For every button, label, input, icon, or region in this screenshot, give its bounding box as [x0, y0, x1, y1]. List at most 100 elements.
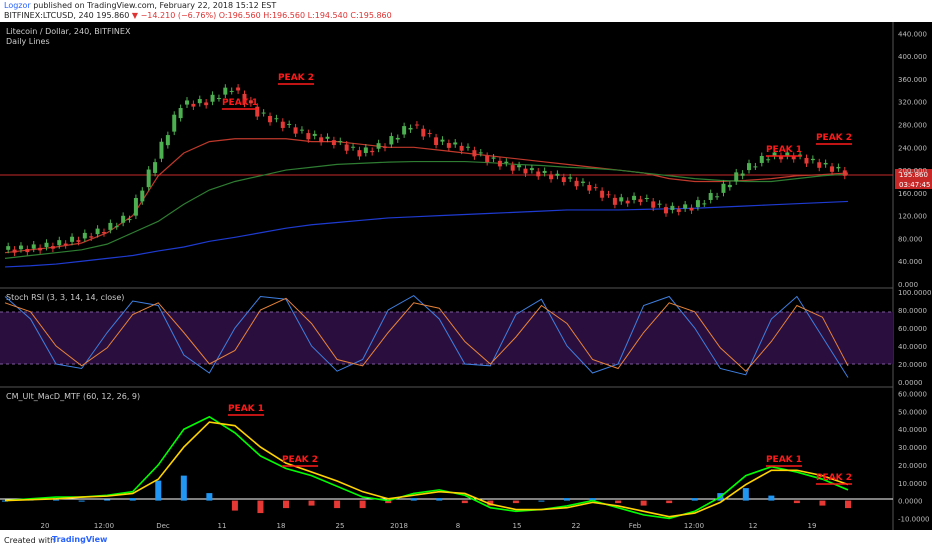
candle-body — [370, 150, 375, 153]
candle-body — [76, 240, 81, 242]
macd-bar — [359, 500, 366, 509]
x-tick-label: 15 — [513, 522, 522, 530]
candle-body — [612, 197, 617, 205]
candle-body — [255, 106, 260, 117]
candle-body — [766, 159, 771, 161]
candle-body — [702, 203, 707, 205]
candle-body — [478, 152, 483, 154]
macd-bar — [436, 498, 443, 501]
x-tick-label: Feb — [629, 522, 642, 530]
candle-body — [414, 124, 419, 126]
price-change: ▼ −14.210 (−6.76%) — [131, 11, 217, 20]
x-tick-label: 8 — [456, 522, 460, 530]
candle-body — [70, 236, 75, 242]
macd-line-1 — [4, 421, 849, 518]
rsi-band — [0, 312, 893, 364]
macd-lines — [4, 415, 849, 520]
macd-line-0 — [4, 415, 849, 520]
candle-body — [638, 199, 643, 202]
candle-body — [440, 139, 445, 142]
candle-body — [6, 246, 11, 250]
candle-body — [804, 157, 809, 164]
candle-body — [670, 205, 675, 210]
open-value: O:196.560 — [218, 11, 261, 20]
countdown-box — [895, 179, 932, 189]
main-pane-title: Litecoin / Dollar, 240, BITFINEX — [6, 27, 131, 36]
macd-bar — [283, 500, 289, 509]
peak1-main-right: PEAK 1 — [766, 145, 802, 155]
candle-body — [121, 215, 126, 223]
candle-body — [159, 141, 164, 159]
macd-bar — [385, 500, 392, 504]
plot-background — [0, 22, 893, 530]
y-tick-label: 30.0000 — [898, 444, 927, 452]
high-value: H:196.560 — [263, 11, 306, 20]
candle-body — [185, 100, 190, 105]
candle-body — [153, 162, 158, 173]
x-tick-label: Dec — [156, 522, 170, 530]
candle-body — [676, 209, 681, 212]
candle-body — [561, 177, 566, 183]
candle-body — [842, 170, 847, 176]
x-tick-label: 22 — [572, 522, 581, 530]
tradingview-logo[interactable]: TradingView — [52, 535, 108, 544]
candle-body — [695, 200, 700, 208]
x-tick-label: 18 — [277, 522, 286, 530]
x-tick-label: 11 — [218, 522, 227, 530]
candle-body — [606, 194, 611, 196]
macd-y-ticks: 60.0000 50.0000 40.0000 30.0000 20.0000 10.00… — [898, 391, 929, 524]
candle-body — [466, 146, 471, 148]
candle-body — [229, 90, 234, 92]
candle-body — [319, 137, 324, 143]
y-tick-label: 80.000 — [898, 235, 923, 243]
candle-body — [133, 197, 138, 216]
y-tick-label: 60.0000 — [898, 391, 927, 399]
peak2-main-right: PEAK 2 — [816, 133, 852, 143]
macd-bar — [410, 498, 417, 501]
macd-bar — [666, 500, 673, 504]
candle-body — [44, 242, 49, 247]
rsi-pane-title: Stoch RSI (3, 3, 14, 14, close) — [6, 293, 124, 302]
candle-body — [12, 249, 17, 253]
candle-body — [223, 87, 228, 95]
candle-body — [721, 183, 726, 193]
symbol-label: BITFINEX:LTCUSD, 240 — [4, 11, 94, 20]
peak1-main-left: PEAK 1 — [222, 98, 258, 108]
candle-body — [568, 177, 573, 179]
macd-bar — [538, 500, 545, 502]
y-tick-label: 40.0000 — [898, 426, 927, 434]
candle-body — [651, 201, 656, 208]
candle-body — [772, 152, 777, 156]
candle-body — [453, 142, 458, 145]
main-pane-subtitle: Daily Lines — [6, 37, 50, 46]
moving-averages — [4, 138, 849, 268]
peak2-macd-left: PEAK 2 — [282, 455, 318, 465]
candle-body — [114, 226, 119, 228]
candle-body — [542, 170, 547, 173]
x-tick-label: 12:00 — [94, 522, 114, 530]
low-value: L:194.540 — [307, 11, 348, 20]
candle-body — [727, 184, 732, 188]
chart-canvas[interactable]: Litecoin / Dollar, 240, BITFINEX Daily L… — [0, 22, 932, 530]
candle-body — [382, 146, 387, 148]
candle-body — [683, 204, 688, 209]
y-tick-label: 280.000 — [898, 122, 927, 130]
candle-body — [63, 243, 68, 246]
publisher-link[interactable]: Logzor — [4, 1, 31, 10]
y-tick-label: 80.0000 — [898, 307, 927, 315]
y-tick-label: 0.0000 — [898, 498, 923, 506]
candle-body — [510, 165, 515, 171]
candle-body — [485, 155, 490, 163]
macd-bar — [564, 498, 570, 501]
candle-body — [663, 207, 668, 214]
macd-bar — [640, 500, 647, 506]
y-tick-label: 400.000 — [898, 53, 927, 61]
peak2-main-left: PEAK 2 — [278, 73, 314, 83]
created-with-label: Created with — [4, 536, 56, 545]
x-tick-label: 12:00 — [684, 522, 704, 530]
candle-body — [127, 219, 132, 221]
macd-bar — [334, 500, 341, 509]
candle-body — [778, 155, 783, 160]
candle-body — [31, 244, 36, 249]
candle-body — [446, 143, 451, 148]
